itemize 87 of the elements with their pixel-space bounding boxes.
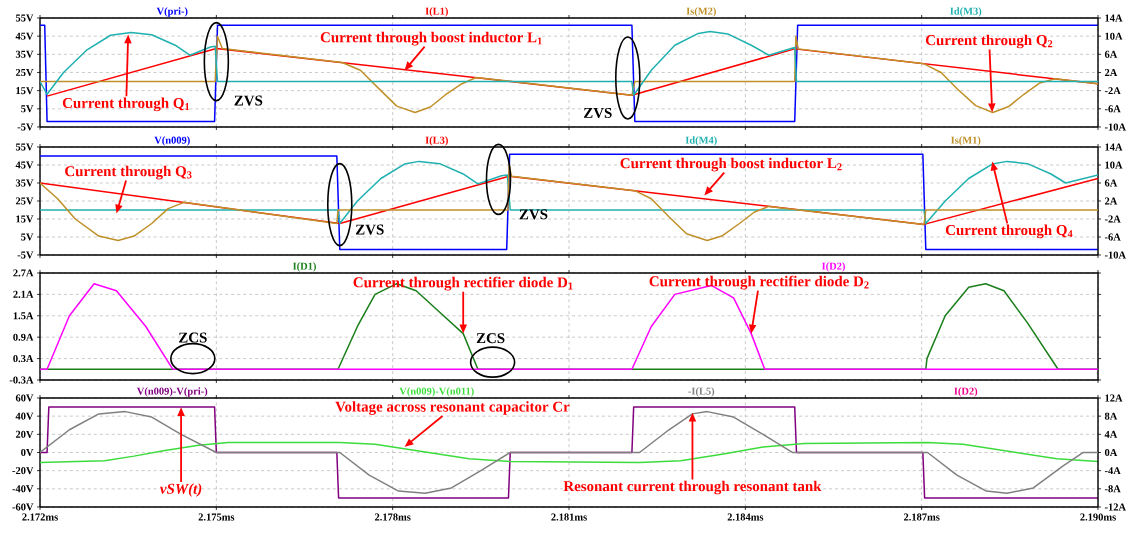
annotation: Current through Q$_{3}$: [65, 165, 192, 180]
annotation: ZVS: [519, 209, 548, 220]
text: I(D2): [954, 387, 978, 397]
text: V(n009)-V(n011): [399, 387, 474, 397]
y-tick-label: 45V: [15, 161, 34, 169]
y2-tick-label: 4A: [1104, 430, 1118, 438]
annotation: ZVS: [234, 95, 263, 106]
y-tick-label: 60V: [15, 394, 34, 402]
text: Id(M4): [685, 136, 717, 146]
y2-tick-label: 14A: [1105, 14, 1123, 22]
y-tick-label: -20V: [12, 467, 34, 475]
y-tick-label: 55V: [15, 143, 34, 151]
y-tick-label: 40V: [15, 412, 34, 420]
y-tick-label: 25V: [15, 197, 34, 205]
y2-tick-label: -2A: [1104, 215, 1121, 223]
y-tick-label: 15V: [16, 87, 34, 95]
annotation: Current through Q$_{2}$: [925, 34, 1053, 49]
line-series: [40, 30, 1099, 96]
y-tick-label: 0.9A: [13, 333, 34, 341]
x-tick-label: 2.175ms: [198, 513, 235, 521]
y-tick-label: 55V: [15, 14, 34, 22]
y2-tick-label: 0A: [1104, 448, 1118, 457]
y-tick-label: 25V: [15, 68, 34, 77]
annotation: Current through rectifier diode D$_{1}$: [353, 276, 573, 291]
annotation: Voltage across resonant capacitor Cr: [335, 401, 570, 415]
y2-tick-label: -10A: [1104, 251, 1126, 259]
y-tick-label: 0.3A: [13, 355, 34, 363]
annotation: Current through rectifier diode D$_{2}$: [649, 275, 869, 290]
series-label: -I(L5): [688, 387, 715, 397]
y2-tick-label: 8A: [1104, 412, 1118, 420]
y2-tick-label: -10A: [1104, 123, 1126, 131]
y-tick-label: 0V: [21, 448, 34, 457]
annotation: ZVS: [355, 224, 384, 235]
x-tick-label: 2.181ms: [551, 513, 587, 521]
y2-tick-label: -4A: [1104, 467, 1121, 475]
y2-tick-label: -8A: [1104, 485, 1121, 493]
y-tick-label: -60V: [12, 503, 34, 511]
annotation: vSW(t): [160, 483, 202, 497]
annotation: Current through boost inductor L$_{1}$: [320, 31, 542, 46]
y-tick-label: -5V: [17, 123, 34, 131]
text: Is(M2): [686, 7, 716, 17]
y2-tick-label: -2A: [1104, 87, 1121, 95]
y2-tick-label: 2A: [1104, 197, 1118, 205]
y-tick-label: 5V: [21, 233, 34, 241]
y-tick-label: 5V: [21, 105, 34, 113]
text: V(pri-): [156, 7, 188, 17]
y-tick-label: -0.3A: [9, 376, 34, 384]
x-tick-label: 2.172ms: [22, 513, 58, 521]
y2-tick-label: 2A: [1104, 69, 1118, 76]
y2-tick-label: 10A: [1105, 161, 1123, 169]
y-tick-label: 35V: [15, 50, 34, 58]
y-tick-label: 15V: [16, 215, 34, 223]
annotation: ZVS: [583, 107, 612, 118]
y2-tick-label: 6A: [1104, 50, 1118, 58]
x-tick-label: 2.184ms: [727, 513, 764, 521]
annotation: ZCS: [179, 332, 207, 343]
annotation: Current through boost inductor L$_{2}$: [620, 157, 842, 172]
y-tick-label: -5V: [17, 251, 34, 259]
text: I(D1): [292, 262, 316, 272]
y-tick-label: 1.5A: [13, 312, 34, 320]
y2-tick-label: 12A: [1105, 394, 1123, 402]
y-tick-label: 2.1A: [13, 290, 34, 298]
y2-tick-label: -6A: [1104, 105, 1121, 113]
series-label: V(n009): [154, 136, 190, 146]
text: I(L3): [425, 136, 448, 146]
text: I(L1): [425, 7, 448, 17]
x-tick-label: 2.178ms: [374, 513, 411, 521]
x-tick-label: 2.190ms: [1080, 513, 1116, 521]
y-tick-label: -40V: [12, 485, 34, 493]
text: Id(M3): [950, 7, 982, 17]
series-label: V(n009)-V(pri-): [136, 387, 208, 397]
text: Is(M1): [951, 136, 981, 146]
y2-tick-label: 10A: [1105, 32, 1123, 40]
y-tick-label: 2.7A: [13, 269, 34, 277]
y2-tick-label: 6A: [1104, 179, 1118, 187]
y-tick-label: 35V: [15, 179, 34, 187]
annotation: Current through Q$_{4}$: [945, 224, 1073, 239]
y2-tick-label: 14A: [1105, 143, 1123, 151]
annotation: Current through Q$_{1}$: [62, 97, 190, 112]
annotation: ZCS: [476, 333, 505, 344]
x-tick-label: 2.187ms: [903, 513, 940, 521]
y-tick-label: 45V: [15, 32, 34, 40]
y2-tick-label: -12A: [1104, 503, 1126, 511]
annotation: Resonant current through resonant tank: [563, 480, 822, 495]
y2-tick-label: -6A: [1104, 233, 1121, 241]
y-tick-label: 20V: [15, 430, 34, 438]
text: I(D2): [821, 262, 845, 272]
